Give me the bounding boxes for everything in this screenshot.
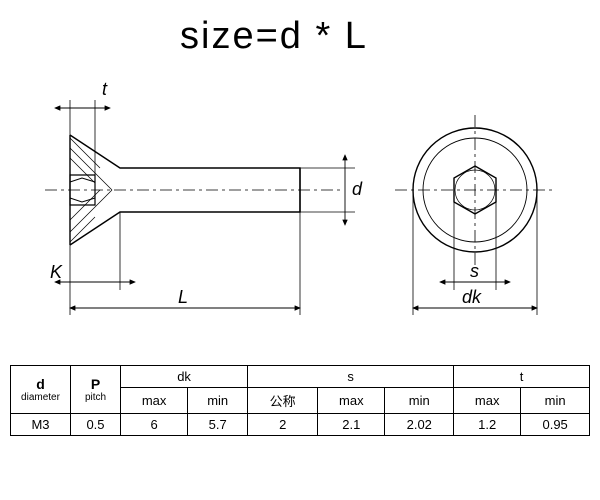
dk-min-hdr: min: [188, 388, 248, 414]
cell-dk-min: 5.7: [188, 414, 248, 436]
label-L: L: [178, 287, 188, 307]
label-K: K: [50, 262, 63, 282]
col-P-sub: pitch: [75, 392, 116, 403]
s-max-hdr: max: [318, 388, 385, 414]
label-dk: dk: [462, 287, 482, 307]
col-d-sub: diameter: [15, 392, 66, 403]
dk-max-hdr: max: [121, 388, 188, 414]
col-d: d: [15, 376, 66, 392]
cell-t-max: 1.2: [454, 414, 521, 436]
col-s: s: [248, 366, 454, 388]
t-min-hdr: min: [521, 388, 590, 414]
cell-P: 0.5: [71, 414, 121, 436]
table-row: M3 0.5 6 5.7 2 2.1 2.02 1.2 0.95: [11, 414, 590, 436]
cell-s-min: 2.02: [385, 414, 454, 436]
table-header-row-1: d diameter P pitch dk s t: [11, 366, 590, 388]
cell-d: M3: [11, 414, 71, 436]
cell-s-nom: 2: [248, 414, 318, 436]
cell-s-max: 2.1: [318, 414, 385, 436]
label-s: s: [470, 261, 479, 281]
t-max-hdr: max: [454, 388, 521, 414]
screw-diagram: t d K L s dk: [0, 60, 600, 360]
s-min-hdr: min: [385, 388, 454, 414]
col-t: t: [454, 366, 590, 388]
formula-title: size=d * L: [180, 15, 368, 58]
label-d: d: [352, 179, 363, 199]
cell-dk-max: 6: [121, 414, 188, 436]
s-nom-hdr: 公称: [248, 388, 318, 414]
spec-table: d diameter P pitch dk s t max min 公称 max…: [10, 365, 590, 436]
col-P: P: [75, 376, 116, 392]
cell-t-min: 0.95: [521, 414, 590, 436]
col-dk: dk: [121, 366, 248, 388]
label-t: t: [102, 79, 108, 99]
